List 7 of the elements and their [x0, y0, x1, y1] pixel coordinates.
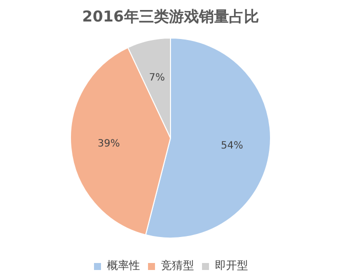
legend-label: 即开型 [215, 258, 248, 273]
data-label: 7% [149, 72, 165, 84]
legend-label: 竞猜型 [161, 258, 194, 273]
data-label: 39% [98, 138, 120, 150]
data-label: 54% [220, 140, 244, 152]
chart-title: 2016年三类游戏销量占比 [82, 8, 259, 26]
legend-label: 概率性 [107, 258, 140, 273]
